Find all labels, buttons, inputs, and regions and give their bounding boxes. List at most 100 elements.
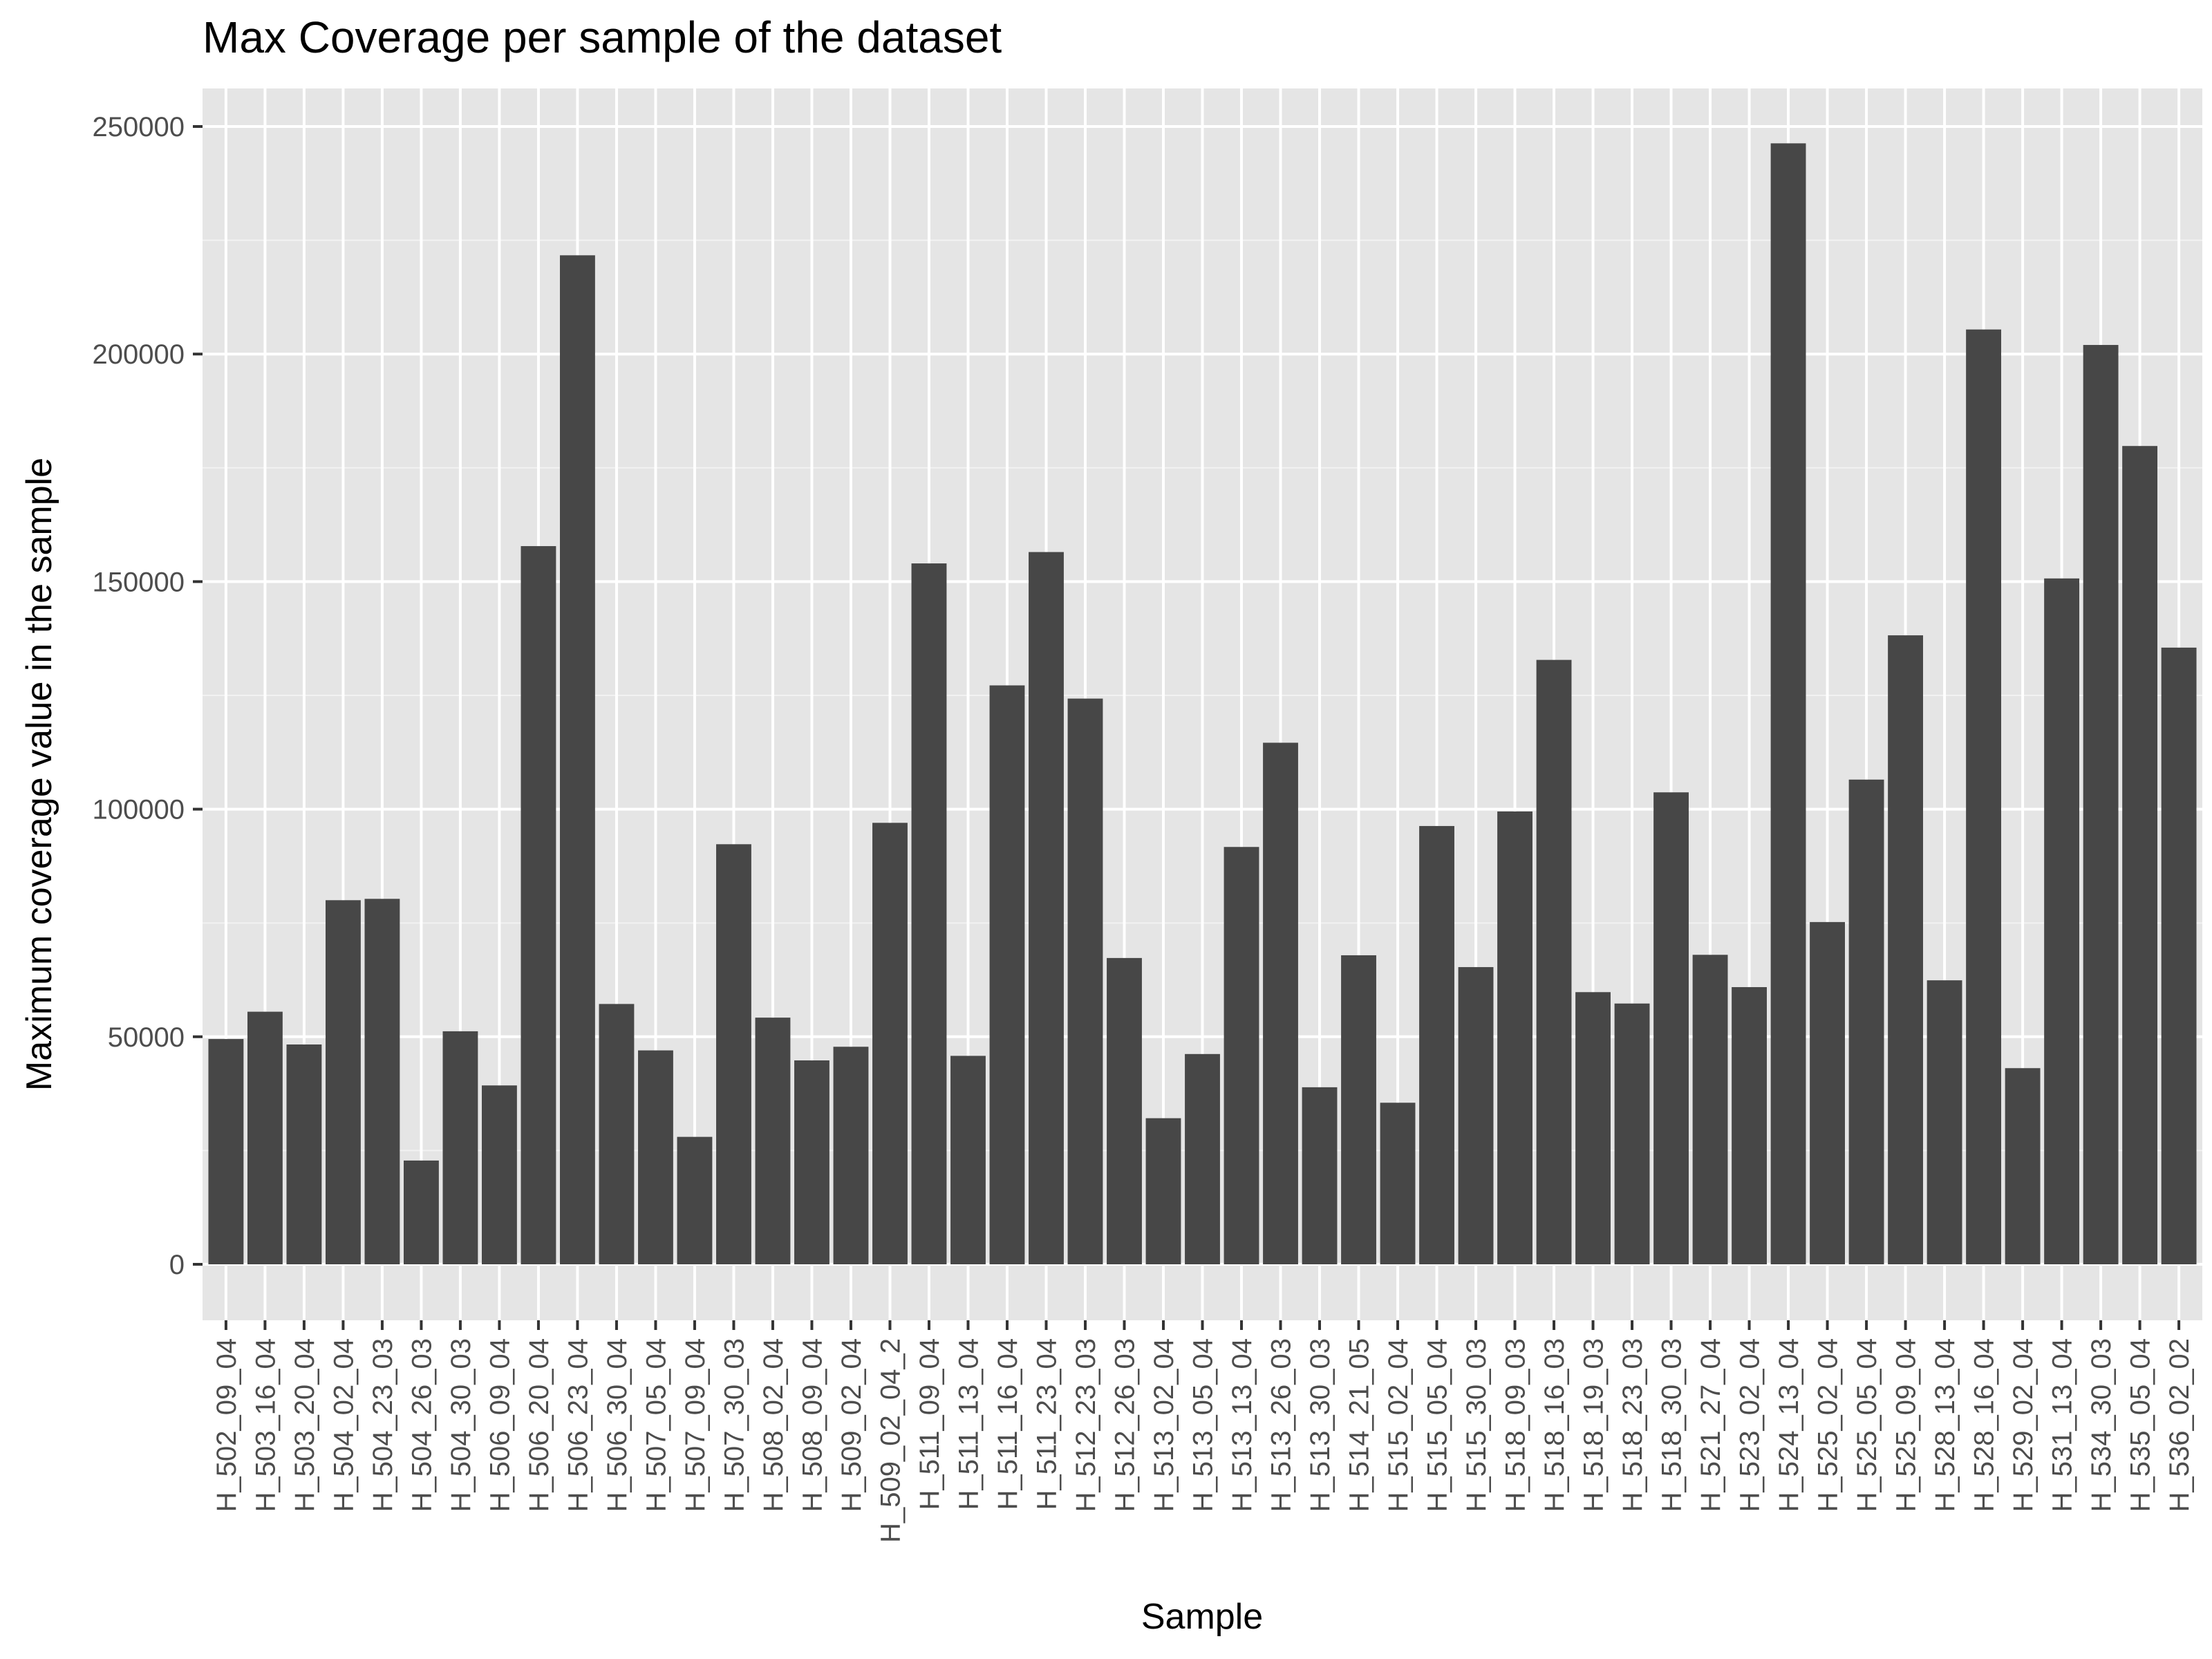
x-tick-label: H_513_05_04 [1188,1338,1219,1512]
bar-H_506_09_04 [482,1085,517,1264]
bar-H_525_05_04 [1848,779,1884,1264]
bar-H_534_30_03 [2083,345,2119,1265]
x-tick-label: H_512_23_03 [1071,1338,1101,1512]
bars [208,143,2197,1265]
x-tick-label: H_534_30_03 [2086,1338,2117,1512]
x-tick-label: H_513_02_04 [1149,1338,1179,1512]
x-tick-label: H_511_23_04 [1031,1338,1062,1510]
bar-H_503_20_04 [286,1044,322,1264]
bar-H_506_30_04 [599,1004,635,1264]
x-tick-label: H_513_13_04 [1227,1338,1257,1512]
bar-H_521_27_04 [1692,955,1728,1264]
x-tick-label: H_509_02_04 [836,1338,867,1512]
x-tick-label: H_515_02_04 [1383,1338,1414,1512]
bar-H_513_30_03 [1302,1087,1338,1264]
x-axis-title: Sample [1141,1597,1263,1637]
bar-H_514_21_05 [1341,955,1376,1264]
x-tick-label: H_503_20_04 [290,1338,320,1512]
bar-H_507_09_04 [677,1136,713,1264]
x-tick-label: H_502_09_04 [212,1338,242,1512]
x-tick-label: H_518_23_03 [1618,1338,1648,1512]
bar-H_515_05_04 [1419,825,1454,1264]
x-tick-label: H_508_09_04 [797,1338,827,1512]
y-tick-label: 150000 [93,567,185,597]
x-tick-label: H_504_30_03 [446,1338,476,1512]
bar-H_511_23_04 [1029,552,1064,1264]
bar-H_518_09_03 [1497,811,1533,1264]
x-tick-label: H_529_02_04 [2008,1338,2038,1512]
bar-H_511_13_04 [950,1056,986,1264]
y-tick-label: 200000 [93,339,185,370]
x-tick-label: H_504_26_03 [406,1338,437,1512]
x-tick-label: H_506_20_04 [524,1338,554,1512]
bar-H_518_23_03 [1614,1003,1650,1264]
bar-H_504_23_03 [364,899,400,1264]
x-tick-label: H_511_09_04 [915,1338,945,1510]
x-tick-label: H_536_02_02 [2164,1338,2195,1512]
x-tick-label: H_525_05_04 [1852,1338,1882,1512]
x-tick-label: H_515_05_04 [1423,1338,1453,1512]
x-tick-label: H_504_02_04 [328,1338,359,1512]
x-tick-label: H_518_16_03 [1539,1338,1570,1512]
y-tick-label: 0 [169,1250,185,1280]
bar-H_515_02_04 [1380,1103,1416,1264]
bar-H_507_05_04 [638,1050,673,1264]
bar-H_531_13_04 [2044,578,2080,1264]
bar-H_529_02_04 [2005,1068,2041,1264]
x-tick-label: H_506_23_04 [563,1338,593,1512]
bar-H_518_19_03 [1575,992,1611,1264]
x-tick-label: H_513_26_03 [1266,1338,1297,1512]
x-tick-label: H_531_13_04 [2047,1338,2078,1512]
bar-H_518_16_03 [1536,659,1572,1264]
x-axis: H_502_09_04 H_503_16_04 H_503_20_04 H_504_0… [212,1320,2195,1543]
x-tick-label: H_513_30_03 [1305,1338,1335,1512]
x-tick-label: H_507_05_04 [641,1338,671,1512]
x-tick-label: H_511_13_04 [953,1338,984,1510]
bar-H_506_20_04 [521,546,556,1264]
x-tick-label: H_509_02_04_2 [875,1338,906,1543]
x-tick-label: H_524_13_04 [1774,1338,1804,1512]
x-tick-label: H_518_30_03 [1657,1338,1687,1512]
bar-H_511_16_04 [989,685,1025,1264]
x-tick-label: H_503_16_04 [250,1338,281,1512]
x-tick-label: H_515_30_03 [1461,1338,1492,1512]
bar-H_511_09_04 [911,563,947,1264]
bar-H_528_16_04 [1966,329,2002,1265]
bar-H_508_09_04 [794,1060,830,1264]
x-tick-label: H_507_30_03 [719,1338,749,1512]
bar-H_509_02_04 [833,1047,869,1264]
chart-title: Max Coverage per sample of the dataset [203,12,1002,62]
x-tick-label: H_506_09_04 [485,1338,515,1512]
bar-H_506_23_04 [560,255,595,1265]
bar-H_524_13_04 [1770,143,1806,1264]
bar-H_504_26_03 [403,1160,439,1264]
x-tick-label: H_521_27_04 [1696,1338,1726,1512]
bar-H_515_30_03 [1458,967,1494,1264]
x-tick-label: H_514_21_05 [1344,1338,1375,1512]
x-tick-label: H_518_09_03 [1501,1338,1531,1512]
bar-H_513_05_04 [1185,1053,1220,1264]
y-axis: 0 50000 100000 150000 200000 250000 [93,112,203,1280]
bar-H_507_30_03 [716,844,751,1264]
y-tick-label: 100000 [93,795,185,825]
x-tick-label: H_508_02_04 [758,1338,789,1512]
bar-H_508_02_04 [755,1018,791,1264]
x-tick-label: H_504_23_03 [368,1338,398,1512]
bar-H_504_02_04 [325,900,361,1264]
bar-H_503_16_04 [247,1011,283,1264]
bar-H_512_26_03 [1107,957,1142,1264]
y-axis-title: Maximum coverage value in the sample [19,458,59,1091]
bar-H_512_23_03 [1067,698,1103,1264]
x-tick-label: H_518_19_03 [1579,1338,1609,1512]
x-tick-label: H_523_02_04 [1735,1338,1765,1512]
x-tick-label: H_535_05_04 [2126,1338,2156,1512]
y-tick-label: 50000 [108,1022,185,1053]
bar-H_513_26_03 [1263,742,1298,1264]
bar-H_504_30_03 [442,1031,478,1264]
bar-H_518_30_03 [1653,792,1689,1264]
bar-H_528_13_04 [1927,980,1962,1264]
x-tick-label: H_528_16_04 [1969,1338,2000,1512]
bar-H_513_02_04 [1145,1118,1181,1264]
